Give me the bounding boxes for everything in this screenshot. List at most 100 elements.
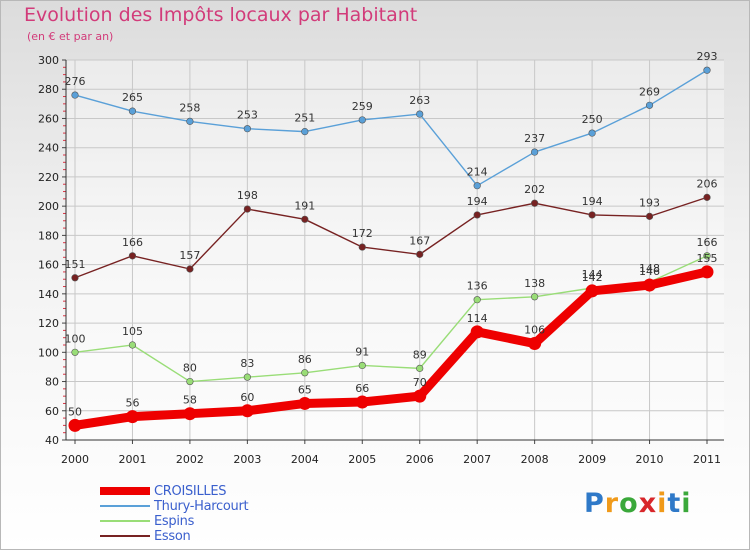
legend-label: Thury-Harcourt [154, 499, 249, 514]
chart-legend: CROISILLES Thury-Harcourt Espins Esson [100, 484, 360, 544]
data-label: 151 [65, 258, 86, 271]
data-point [243, 125, 251, 133]
data-label: 89 [413, 348, 427, 361]
legend-item: Thury-Harcourt [100, 499, 360, 514]
data-label: 136 [467, 280, 488, 293]
data-point [243, 373, 251, 381]
data-label: 66 [355, 382, 369, 395]
data-point [473, 182, 481, 190]
data-label: 293 [697, 50, 718, 63]
data-label: 166 [697, 236, 718, 249]
legend-swatch [100, 535, 150, 537]
data-label: 91 [355, 345, 369, 358]
data-point [128, 252, 137, 260]
data-label: 146 [639, 265, 660, 278]
data-label: 206 [697, 177, 718, 190]
x-tick-label: 2007 [463, 453, 491, 466]
data-label: 50 [68, 405, 82, 418]
data-label: 148 [639, 262, 660, 275]
data-point [301, 369, 309, 377]
legend-item: Esson [100, 529, 360, 544]
data-label: 60 [240, 391, 254, 404]
data-point [531, 148, 539, 156]
x-tick-label: 2008 [521, 453, 549, 466]
data-point [186, 117, 194, 125]
data-point [531, 293, 539, 301]
data-point [470, 325, 484, 339]
data-point [416, 110, 424, 118]
data-point [643, 278, 657, 292]
plot-area [66, 60, 724, 440]
data-label: 251 [294, 112, 315, 125]
data-point [68, 418, 82, 432]
series-line [74, 69, 708, 187]
y-tick-label: 120 [38, 317, 59, 330]
data-point [186, 377, 194, 386]
data-point [700, 265, 714, 279]
data-label: 100 [65, 332, 86, 345]
y-tick-label: 300 [38, 54, 59, 67]
y-tick-label: 180 [38, 229, 59, 242]
data-label: 263 [409, 94, 430, 107]
x-tick-label: 2010 [636, 453, 664, 466]
data-point [240, 404, 254, 418]
data-label: 250 [582, 113, 603, 126]
data-point [528, 337, 542, 351]
data-point [71, 348, 79, 356]
y-tick-label: 220 [38, 171, 59, 184]
chart-subtitle: (en € et par an) [27, 30, 114, 43]
data-point [358, 116, 366, 124]
data-label: 86 [298, 353, 312, 366]
data-point [186, 265, 194, 273]
data-label: 83 [240, 357, 254, 370]
y-tick-label: 140 [38, 288, 59, 301]
data-point [298, 396, 312, 410]
data-point [416, 250, 424, 258]
y-tick-label: 160 [38, 259, 59, 272]
data-label: 157 [179, 249, 200, 262]
data-label: 106 [524, 324, 545, 337]
x-tick-label: 2001 [118, 453, 146, 466]
data-point [128, 341, 137, 349]
y-tick-label: 260 [38, 112, 59, 125]
data-point [473, 211, 481, 219]
chart-title: Evolution des Impôts locaux par Habitant [24, 4, 418, 26]
data-point [703, 193, 711, 201]
data-point [703, 66, 711, 74]
legend-swatch [100, 520, 150, 522]
data-label: 167 [409, 234, 430, 247]
data-label: 191 [294, 199, 315, 212]
data-point [358, 361, 366, 370]
x-tick-label: 2006 [406, 453, 434, 466]
data-label: 166 [122, 236, 143, 249]
data-label: 172 [352, 227, 373, 240]
data-point [71, 91, 79, 99]
data-point [358, 243, 366, 251]
data-label: 193 [639, 196, 660, 209]
data-label: 259 [352, 100, 373, 113]
data-label: 194 [582, 195, 603, 208]
y-tick-label: 200 [38, 200, 59, 213]
data-label: 70 [413, 376, 427, 389]
x-tick-label: 2002 [176, 453, 204, 466]
data-label: 114 [467, 312, 488, 325]
legend-label: Esson [154, 529, 191, 544]
data-point [645, 101, 654, 109]
legend-item: CROISILLES [100, 484, 360, 499]
proxiti-logo: Proxiti [584, 488, 692, 519]
x-tick-label: 2005 [348, 453, 376, 466]
data-label: 105 [122, 325, 143, 338]
data-label: 58 [183, 394, 197, 407]
data-label: 276 [65, 75, 86, 88]
data-label: 56 [125, 397, 139, 410]
data-point [585, 284, 599, 298]
legend-swatch [100, 487, 150, 495]
legend-item: Espins [100, 514, 360, 529]
data-point [473, 296, 481, 304]
legend-label: CROISILLES [154, 484, 227, 499]
data-label: 214 [467, 166, 488, 179]
data-label: 269 [639, 85, 660, 98]
data-label: 202 [524, 183, 545, 196]
x-tick-label: 2011 [693, 453, 721, 466]
